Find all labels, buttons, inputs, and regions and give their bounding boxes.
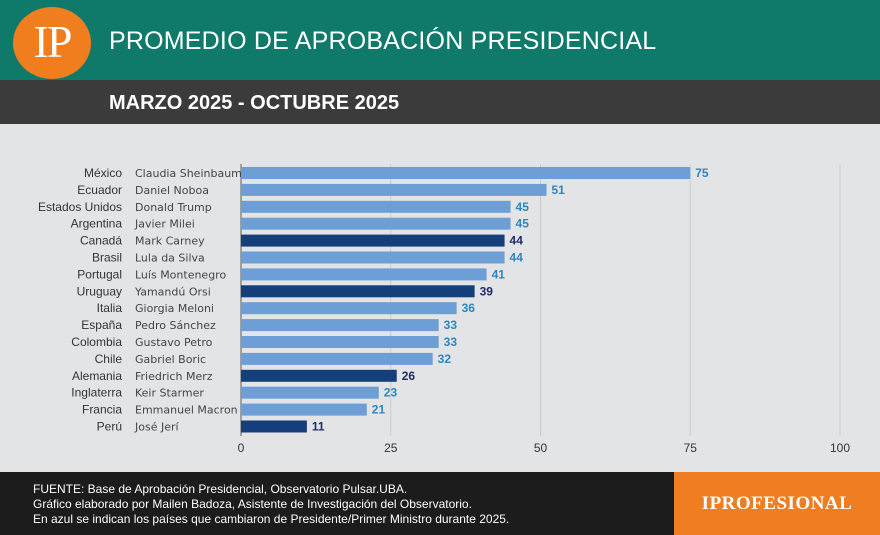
- footer-source: FUENTE: Base de Aprobación Presidencial,…: [33, 482, 408, 496]
- country-label: Inglaterra: [71, 386, 122, 400]
- header-band: [0, 0, 880, 80]
- bar: [241, 200, 511, 213]
- leader-label: Gabriel Boric: [135, 353, 206, 366]
- bar: [241, 167, 691, 179]
- country-label: Estados Unidos: [38, 200, 122, 214]
- ip-logo-text: IP: [33, 16, 73, 67]
- value-label: 39: [480, 284, 494, 298]
- leader-label: Pedro Sánchez: [135, 319, 216, 332]
- value-label: 45: [516, 217, 530, 231]
- iprofesional-logo: IPROFESIONAL: [701, 493, 853, 514]
- brand-box: [674, 472, 880, 535]
- value-label: 75: [695, 166, 709, 180]
- x-tick-label: 100: [830, 441, 850, 455]
- chart-title: PROMEDIO DE APROBACIÓN PRESIDENCIAL: [109, 27, 657, 55]
- footer-notes: FUENTE: Base de Aprobación Presidencial,…: [33, 482, 509, 527]
- value-label: 51: [551, 183, 565, 197]
- leader-label: Yamandú Orsi: [134, 285, 211, 298]
- country-label: Portugal: [77, 267, 122, 281]
- leader-label: Javier Milei: [134, 218, 195, 231]
- value-label: 36: [462, 301, 476, 315]
- country-label: Uruguay: [77, 284, 122, 298]
- bar: [241, 183, 547, 196]
- bar: [241, 352, 433, 365]
- value-label: 26: [402, 369, 416, 383]
- value-label: 44: [510, 251, 524, 265]
- country-label: España: [81, 318, 122, 332]
- value-label: 33: [444, 335, 458, 349]
- country-label: Francia: [82, 403, 122, 417]
- value-label: 45: [516, 200, 530, 214]
- x-tick-label: 50: [534, 441, 548, 455]
- value-label: 32: [438, 352, 452, 366]
- leader-label: José Jerí: [134, 421, 180, 434]
- country-label: Colombia: [71, 335, 122, 349]
- value-label: 33: [444, 318, 458, 332]
- leader-label: Giorgia Meloni: [135, 302, 214, 315]
- leader-label: Donald Trump: [135, 201, 212, 214]
- bar: [241, 403, 367, 416]
- ip-logo: [13, 7, 91, 79]
- country-label: Canadá: [80, 234, 122, 248]
- country-label: México: [84, 166, 122, 180]
- value-label: 23: [384, 386, 398, 400]
- bar: [241, 386, 379, 399]
- bar: [241, 268, 487, 281]
- value-label: 41: [492, 267, 506, 281]
- bar: [241, 234, 505, 247]
- footer-credit: Gráfico elaborado por Mailen Badoza, Asi…: [33, 497, 472, 511]
- leader-label: Claudia Sheinbaum: [135, 167, 242, 180]
- leader-label: Mark Carney: [135, 235, 205, 248]
- leader-label: Luís Montenegro: [135, 268, 226, 281]
- footer-note: En azul se indican los países que cambia…: [33, 512, 510, 526]
- leader-label: Daniel Noboa: [135, 184, 209, 197]
- subheader-band: [0, 80, 880, 124]
- leader-label: Lula da Silva: [135, 252, 205, 265]
- country-label: Perú: [97, 420, 122, 434]
- approval-bar-chart: 0 25 50 75 100 México Claudia Sheinbaum 75 Ecuad…: [38, 164, 850, 455]
- leader-label: Gustavo Petro: [135, 336, 213, 349]
- value-label: 44: [510, 234, 524, 248]
- leader-label: Keir Starmer: [135, 387, 204, 400]
- bar: [241, 336, 439, 348]
- country-label: Alemania: [72, 369, 122, 383]
- bar: [241, 302, 457, 315]
- x-tick-label: 75: [684, 441, 698, 455]
- value-label: 21: [372, 403, 386, 417]
- country-label: Italia: [97, 301, 123, 315]
- value-label: 11: [312, 420, 325, 434]
- bar: [241, 251, 505, 264]
- chart-subtitle: MARZO 2025 - OCTUBRE 2025: [109, 92, 400, 114]
- x-tick-label: 25: [384, 441, 398, 455]
- country-label: Brasil: [92, 251, 122, 265]
- leader-label: Emmanuel Macron: [135, 404, 238, 417]
- bar: [241, 217, 511, 230]
- country-label: Chile: [95, 352, 123, 366]
- leader-label: Friedrich Merz: [135, 370, 213, 383]
- x-tick-label: 0: [238, 441, 245, 455]
- bar: [241, 319, 439, 332]
- bar: [241, 369, 397, 382]
- country-label: Ecuador: [77, 183, 122, 197]
- bar: [241, 285, 475, 298]
- country-label: Argentina: [71, 217, 123, 231]
- bar: [241, 420, 307, 433]
